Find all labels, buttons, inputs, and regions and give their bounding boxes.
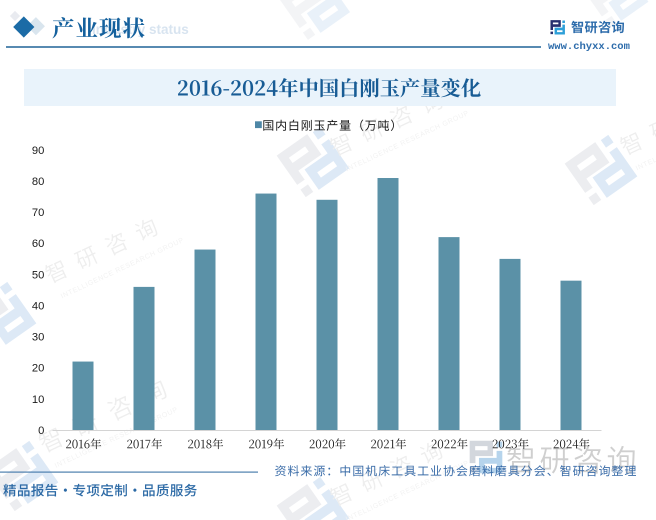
svg-text:10: 10 (32, 394, 44, 406)
svg-text:Industry status: Industry status (92, 22, 189, 37)
svg-text:INTELLIGENCE RESEARCH GROUP: INTELLIGENCE RESEARCH GROUP (345, 110, 471, 173)
svg-text:80: 80 (32, 176, 44, 188)
svg-text:0: 0 (38, 425, 44, 437)
svg-text:90: 90 (32, 145, 44, 157)
svg-text:INTELLIGENCE RESEARCH GROUP: INTELLIGENCE RESEARCH GROUP (60, 237, 186, 300)
svg-text:60: 60 (32, 238, 44, 250)
svg-text:40: 40 (32, 301, 44, 313)
svg-text:INTELLIGENCE RESEARCH GROUP: INTELLIGENCE RESEARCH GROUP (345, 460, 471, 520)
svg-text:30: 30 (32, 332, 44, 344)
svg-text:20: 20 (32, 363, 44, 375)
svg-text:www.chyxx.com: www.chyxx.com (548, 41, 630, 53)
svg-text:70: 70 (32, 207, 44, 219)
svg-text:INTELLIGENCE RESEARCH GROUP: INTELLIGENCE RESEARCH GROUP (635, 109, 656, 172)
svg-text:50: 50 (32, 269, 44, 281)
